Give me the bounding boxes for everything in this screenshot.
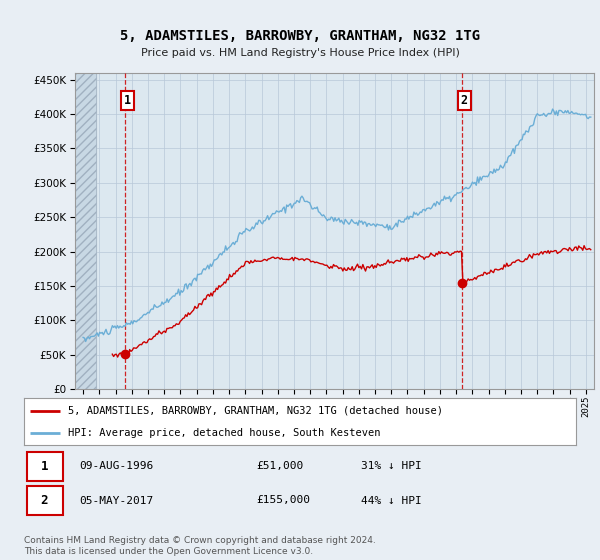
Text: 44% ↓ HPI: 44% ↓ HPI — [361, 496, 421, 506]
FancyBboxPatch shape — [27, 486, 62, 515]
Text: Price paid vs. HM Land Registry's House Price Index (HPI): Price paid vs. HM Land Registry's House … — [140, 48, 460, 58]
Text: 05-MAY-2017: 05-MAY-2017 — [79, 496, 154, 506]
Text: 5, ADAMSTILES, BARROWBY, GRANTHAM, NG32 1TG (detached house): 5, ADAMSTILES, BARROWBY, GRANTHAM, NG32 … — [68, 406, 443, 416]
Text: 2: 2 — [41, 494, 48, 507]
Text: 09-AUG-1996: 09-AUG-1996 — [79, 461, 154, 471]
Text: £51,000: £51,000 — [256, 461, 303, 471]
FancyBboxPatch shape — [27, 451, 62, 481]
Text: Contains HM Land Registry data © Crown copyright and database right 2024.
This d: Contains HM Land Registry data © Crown c… — [24, 536, 376, 556]
Text: 1: 1 — [41, 460, 48, 473]
Text: 5, ADAMSTILES, BARROWBY, GRANTHAM, NG32 1TG: 5, ADAMSTILES, BARROWBY, GRANTHAM, NG32 … — [120, 29, 480, 44]
Bar — [75, 73, 96, 389]
Text: 31% ↓ HPI: 31% ↓ HPI — [361, 461, 421, 471]
Text: £155,000: £155,000 — [256, 496, 310, 506]
Text: HPI: Average price, detached house, South Kesteven: HPI: Average price, detached house, Sout… — [68, 428, 380, 438]
Text: 1: 1 — [124, 94, 131, 107]
Bar — [75, 73, 96, 389]
Text: 2: 2 — [461, 94, 468, 107]
